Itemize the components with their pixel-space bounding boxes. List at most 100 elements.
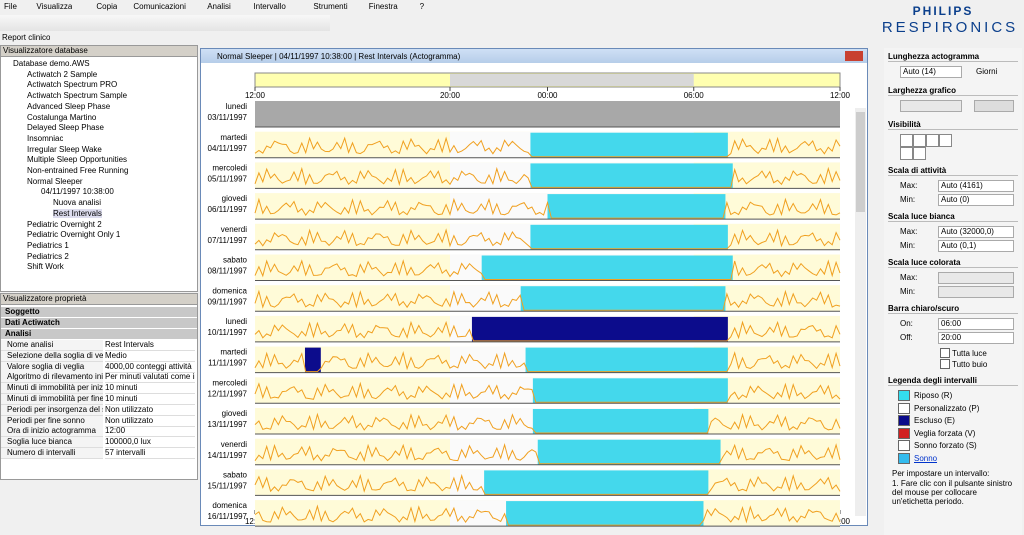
field-label: Max: — [900, 273, 918, 282]
dropdown[interactable]: Auto (0,1) — [938, 240, 1014, 252]
tree-item[interactable]: Pediatric Overnight Only 1 — [27, 230, 121, 240]
tree-item[interactable]: Normal Sleeper — [27, 176, 83, 186]
tree-root[interactable]: Database demo.AWS — [13, 59, 90, 68]
visibility-toggle[interactable] — [900, 147, 913, 160]
tree-item[interactable]: Insomniac — [27, 133, 64, 143]
tree-item[interactable]: Advanced Sleep Phase — [27, 101, 111, 111]
menu-item[interactable]: Finestra — [368, 2, 398, 11]
menu-item[interactable]: Analisi — [207, 2, 231, 11]
interval-rest — [530, 163, 733, 189]
day-label: mercoledi — [212, 164, 247, 173]
property-name: Periodi per insorgenza del sonno — [1, 404, 103, 416]
tree-item[interactable]: Pediatric Overnight 2 — [27, 219, 102, 229]
panel-title: Visualizzatore proprietà — [1, 294, 197, 305]
date-label: 04/11/1997 — [208, 144, 248, 153]
dropdown[interactable]: Auto (0) — [938, 194, 1014, 206]
menu-item[interactable]: Comunicazioni — [133, 2, 186, 11]
top-tick-label: 06:00 — [684, 91, 705, 100]
tree-item[interactable]: Multiple Sleep Opportunities — [27, 155, 128, 165]
tree-session[interactable]: 04/11/1997 10:38:00 — [41, 187, 114, 197]
property-name: Minuti di immobilità per fine — [1, 394, 103, 405]
dropdown[interactable] — [974, 100, 1014, 112]
tree-analysis[interactable]: Nuova analisi — [53, 198, 102, 208]
scrollbar[interactable] — [855, 108, 866, 516]
day-label: lunedi — [226, 317, 248, 326]
date-label: 13/11/1997 — [208, 420, 248, 429]
field-label: On: — [900, 319, 913, 328]
date-label: 09/11/1997 — [208, 297, 248, 306]
legend-swatch — [898, 390, 910, 401]
field-label: Min: — [900, 195, 916, 204]
menu-item[interactable]: Visualizza — [36, 2, 73, 11]
field-label: Max: — [900, 227, 918, 236]
section-title: Lunghezza actogramma — [888, 52, 1018, 62]
visibility-toggle[interactable] — [913, 134, 926, 147]
menu-item[interactable]: Strumenti — [313, 2, 348, 11]
date-label: 14/11/1997 — [208, 451, 248, 460]
date-label: 15/11/1997 — [208, 482, 248, 491]
report-label: Report clinico — [2, 33, 51, 42]
brand-product: RESPIRONICS — [881, 19, 1019, 36]
close-button[interactable] — [845, 51, 863, 61]
help-text: 1. Fare clic con il pulsante sinistro de… — [892, 479, 1013, 506]
tree-item[interactable]: Costalunga Martino — [27, 112, 97, 122]
tree-item[interactable]: Irregular Sleep Wake — [27, 144, 102, 154]
visibility-toggle[interactable] — [900, 134, 913, 147]
legend-label: Veglia forzata (V) — [914, 428, 976, 438]
activity-trace — [254, 442, 841, 465]
database-panel: Visualizzatore database Database demo.AW… — [0, 45, 198, 292]
day-label: domenica — [212, 501, 247, 510]
day-label: martedi — [220, 133, 247, 142]
dropdown[interactable]: Auto (14) — [900, 66, 962, 78]
tree-item[interactable]: Pediatrics 1 — [27, 240, 69, 250]
menu-item[interactable]: Copia — [96, 2, 118, 11]
tree-item[interactable]: Shift Work — [27, 262, 64, 272]
scroll-thumb[interactable] — [856, 112, 865, 212]
menu-item[interactable]: Intervallo — [253, 2, 286, 11]
row-bg — [255, 101, 840, 127]
dropdown[interactable] — [938, 286, 1014, 298]
dropdown[interactable] — [900, 100, 962, 112]
dropdown[interactable]: 06:00 — [938, 318, 1014, 330]
tree-item[interactable]: Actiwatch Spectrum PRO — [27, 80, 118, 90]
tree-analysis[interactable]: Rest Intervals — [53, 208, 102, 218]
checkbox[interactable] — [940, 348, 950, 358]
field-label: Giorni — [976, 67, 998, 76]
tree-item[interactable]: Pediatrics 2 — [27, 251, 69, 261]
field-label: Tutto buio — [952, 360, 988, 369]
activity-trace — [254, 381, 841, 403]
interval-rest — [525, 347, 728, 373]
date-label: 08/11/1997 — [208, 267, 248, 276]
day-label: sabato — [223, 256, 248, 265]
menu-item[interactable]: File — [4, 2, 17, 11]
property-name: Selezione della soglia di veglia — [1, 350, 103, 362]
legend-swatch — [898, 440, 910, 451]
tree-item[interactable]: Actiwatch Spectrum Sample — [27, 91, 128, 101]
brand-name: PHILIPS — [912, 4, 974, 18]
legend-swatch — [898, 415, 910, 426]
dropdown[interactable]: Auto (4161) — [938, 180, 1014, 192]
day-label: venerdi — [221, 440, 247, 449]
day-label: mercoledi — [212, 378, 247, 387]
visibility-toggle[interactable] — [913, 147, 926, 160]
menu-item[interactable]: ? — [419, 2, 425, 11]
dropdown[interactable]: Auto (32000,0) — [938, 226, 1014, 238]
interval-rest — [547, 194, 726, 220]
activity-trace — [254, 412, 841, 434]
dark-segment — [450, 74, 694, 86]
date-label: 16/11/1997 — [208, 512, 248, 521]
visibility-toggle[interactable] — [939, 134, 952, 147]
tree-item[interactable]: Actiwatch 2 Sample — [27, 69, 98, 79]
visibility-toggle[interactable] — [926, 134, 939, 147]
top-tick-label: 00:00 — [537, 91, 558, 100]
property-value: Non utilizzato — [105, 416, 195, 427]
tree-item[interactable]: Delayed Sleep Phase — [27, 123, 104, 133]
property-value: 4000,00 conteggi attività — [105, 362, 195, 373]
checkbox[interactable] — [940, 359, 950, 369]
property-value: 57 intervalli — [105, 448, 195, 459]
dropdown[interactable] — [938, 272, 1014, 284]
legend-label[interactable]: Sonno — [914, 453, 938, 463]
tree-item[interactable]: Non-entrained Free Running — [27, 166, 129, 175]
menu-bar: File Visualizza Copia Comunicazioni Analisi I… — [0, 0, 860, 14]
dropdown[interactable]: 20:00 — [938, 332, 1014, 344]
